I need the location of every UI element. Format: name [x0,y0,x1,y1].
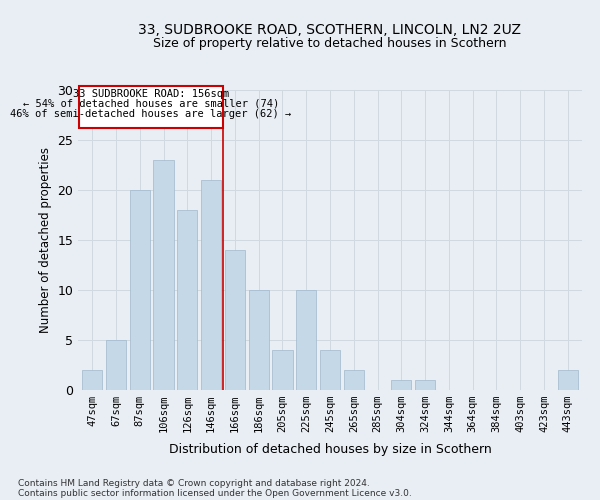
Text: 33 SUDBROOKE ROAD: 156sqm: 33 SUDBROOKE ROAD: 156sqm [73,89,229,99]
Bar [391,380,412,390]
Bar [272,350,293,390]
Bar [344,370,364,390]
Bar [201,180,221,390]
Bar [248,290,269,390]
Text: ← 54% of detached houses are smaller (74): ← 54% of detached houses are smaller (74… [23,99,279,109]
Bar [154,160,173,390]
Text: 33, SUDBROOKE ROAD, SCOTHERN, LINCOLN, LN2 2UZ: 33, SUDBROOKE ROAD, SCOTHERN, LINCOLN, L… [139,22,521,36]
Text: Contains public sector information licensed under the Open Government Licence v3: Contains public sector information licen… [18,488,412,498]
Bar [82,370,103,390]
Bar [557,370,578,390]
Text: 46% of semi-detached houses are larger (62) →: 46% of semi-detached houses are larger (… [10,109,292,119]
Text: Size of property relative to detached houses in Scothern: Size of property relative to detached ho… [153,38,507,51]
Bar [177,210,197,390]
Bar [415,380,435,390]
Bar [225,250,245,390]
Bar [79,86,223,128]
Bar [296,290,316,390]
Bar [130,190,150,390]
Text: Contains HM Land Registry data © Crown copyright and database right 2024.: Contains HM Land Registry data © Crown c… [18,478,370,488]
Bar [320,350,340,390]
Bar [106,340,126,390]
X-axis label: Distribution of detached houses by size in Scothern: Distribution of detached houses by size … [169,444,491,456]
Y-axis label: Number of detached properties: Number of detached properties [39,147,52,333]
